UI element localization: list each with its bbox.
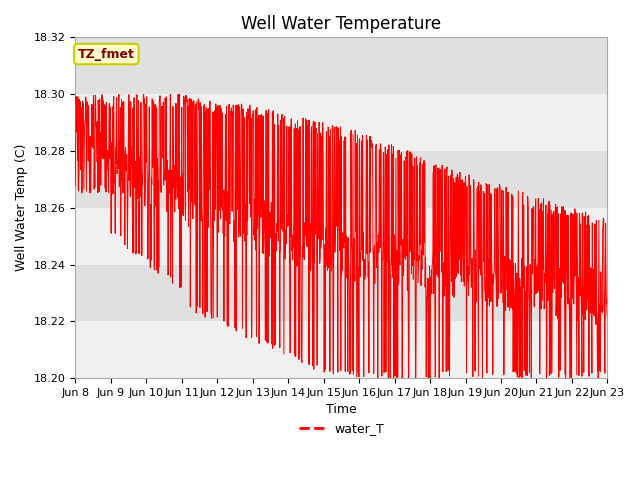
X-axis label: Time: Time (326, 403, 356, 417)
Bar (76, 208, 607, 264)
Legend: water_T: water_T (294, 417, 388, 440)
Bar (76, 94, 607, 151)
Bar (76, 151, 607, 208)
Y-axis label: Well Water Temp (C): Well Water Temp (C) (15, 144, 28, 271)
Title: Well Water Temperature: Well Water Temperature (241, 15, 442, 33)
Bar (76, 264, 607, 321)
Text: TZ_fmet: TZ_fmet (78, 48, 135, 60)
Bar (76, 321, 607, 378)
Bar (76, 37, 607, 94)
